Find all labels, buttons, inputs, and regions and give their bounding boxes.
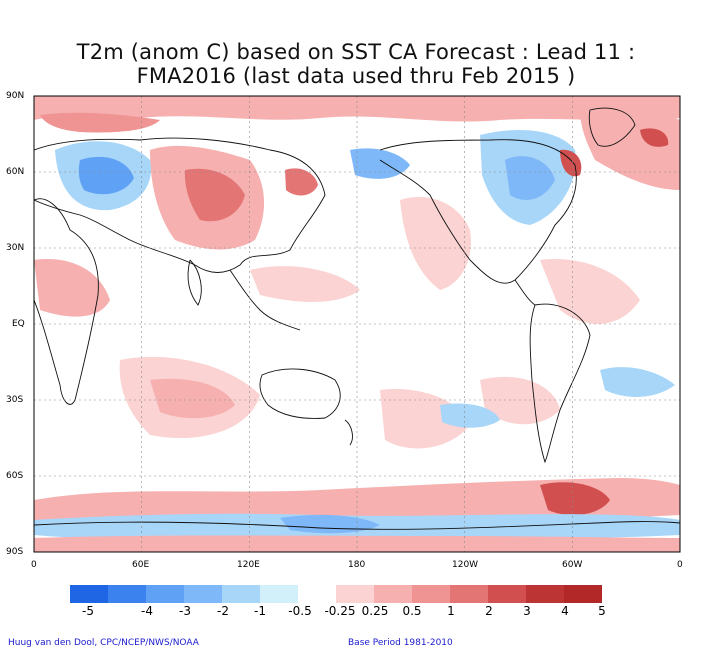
anomaly-region — [184, 168, 245, 222]
lat-label: EQ — [12, 319, 25, 329]
anomaly-region — [400, 196, 471, 290]
coastline-se-asia — [229, 269, 301, 331]
anomaly-region — [350, 148, 410, 179]
lon-label: 60E — [132, 560, 150, 570]
anomaly-region — [540, 482, 610, 516]
colorbar-label: 2 — [485, 604, 493, 618]
coastline-antarctica — [34, 521, 680, 530]
colorbar-label: -2 — [217, 604, 229, 618]
coastlines — [34, 107, 680, 530]
colorbar-label: 4 — [561, 604, 569, 618]
lat-label: 30N — [6, 243, 25, 253]
coastline-australia — [259, 368, 341, 419]
coastline-north-america — [379, 139, 577, 284]
colorbar — [70, 585, 602, 603]
colorbar-swatch — [222, 585, 260, 603]
coastline-africa — [34, 198, 99, 405]
colorbar-swatch — [450, 585, 488, 603]
colorbar-swatch — [336, 585, 374, 603]
colorbar-label: 0.25 — [361, 604, 389, 618]
colorbar-swatch — [184, 585, 222, 603]
lat-label: 60S — [6, 471, 24, 481]
coastline-eurasia — [34, 137, 326, 273]
colorbar-swatch — [526, 585, 564, 603]
lon-label: 120E — [237, 560, 260, 570]
colorbar-swatch — [70, 585, 108, 603]
colorbar-swatch — [412, 585, 450, 603]
colorbar-label: 1 — [447, 604, 455, 618]
lon-label: 180 — [348, 560, 366, 570]
footer-base-period: Base Period 1981-2010 — [348, 638, 453, 648]
anomaly-region — [640, 128, 669, 147]
coastline-south-america — [529, 303, 591, 464]
colorbar-label: -5 — [82, 604, 94, 618]
colorbar-label: 0.5 — [402, 604, 422, 618]
coastline-greenland — [588, 107, 636, 147]
anomaly-region — [78, 156, 134, 195]
anomaly-region — [440, 403, 500, 428]
lon-label: 60W — [562, 560, 583, 570]
anomaly-region — [150, 378, 235, 419]
lat-label: 30S — [6, 395, 24, 405]
colorbar-swatch — [564, 585, 602, 603]
anomaly-region — [250, 266, 360, 302]
anomaly-region — [480, 376, 560, 425]
chart-title-line1: T2m (anom C) based on SST CA Forecast : … — [76, 40, 636, 64]
anomaly-region — [34, 259, 110, 317]
chart-title-line2: FMA2016 (last data used thru Feb 2015 ) — [136, 64, 576, 88]
colorbar-label: 5 — [598, 604, 606, 618]
map-frame — [33, 95, 681, 553]
anomaly-region — [34, 96, 680, 122]
colorbar-swatch — [146, 585, 184, 603]
lon-label: 0 — [31, 560, 37, 570]
coastline-india — [187, 259, 202, 306]
coastline-central-america — [514, 279, 536, 306]
colorbar-swatch — [488, 585, 526, 603]
lon-label: 120W — [452, 560, 479, 570]
colorbar-label: -0.5 — [288, 604, 312, 618]
colorbar-swatch — [298, 585, 336, 603]
colorbar-label: -4 — [141, 604, 153, 618]
coastline-new-zealand — [344, 419, 353, 446]
anomaly-region — [580, 108, 680, 190]
lon-label: 0 — [677, 560, 683, 570]
anomaly-region — [285, 168, 318, 196]
anomaly-region — [34, 535, 680, 552]
colorbar-label: -0.25 — [324, 604, 356, 618]
colorbar-swatch — [260, 585, 298, 603]
colorbar-swatch — [108, 585, 146, 603]
lat-label: 60N — [6, 167, 25, 177]
anomaly-region — [40, 112, 160, 133]
anomaly-region — [505, 156, 555, 200]
colorbar-label: 3 — [523, 604, 531, 618]
anomaly-region — [600, 367, 675, 397]
colorbar-label: -1 — [254, 604, 266, 618]
lat-label: 90S — [6, 547, 24, 557]
grid-lines — [34, 96, 680, 552]
footer-credit: Huug van den Dool, CPC/NCEP/NWS/NOAA — [8, 638, 199, 648]
map-plot-area — [34, 96, 680, 552]
colorbar-swatch — [374, 585, 412, 603]
lat-label: 90N — [6, 91, 25, 101]
colorbar-label: -3 — [179, 604, 191, 618]
anomaly-region — [380, 389, 470, 449]
